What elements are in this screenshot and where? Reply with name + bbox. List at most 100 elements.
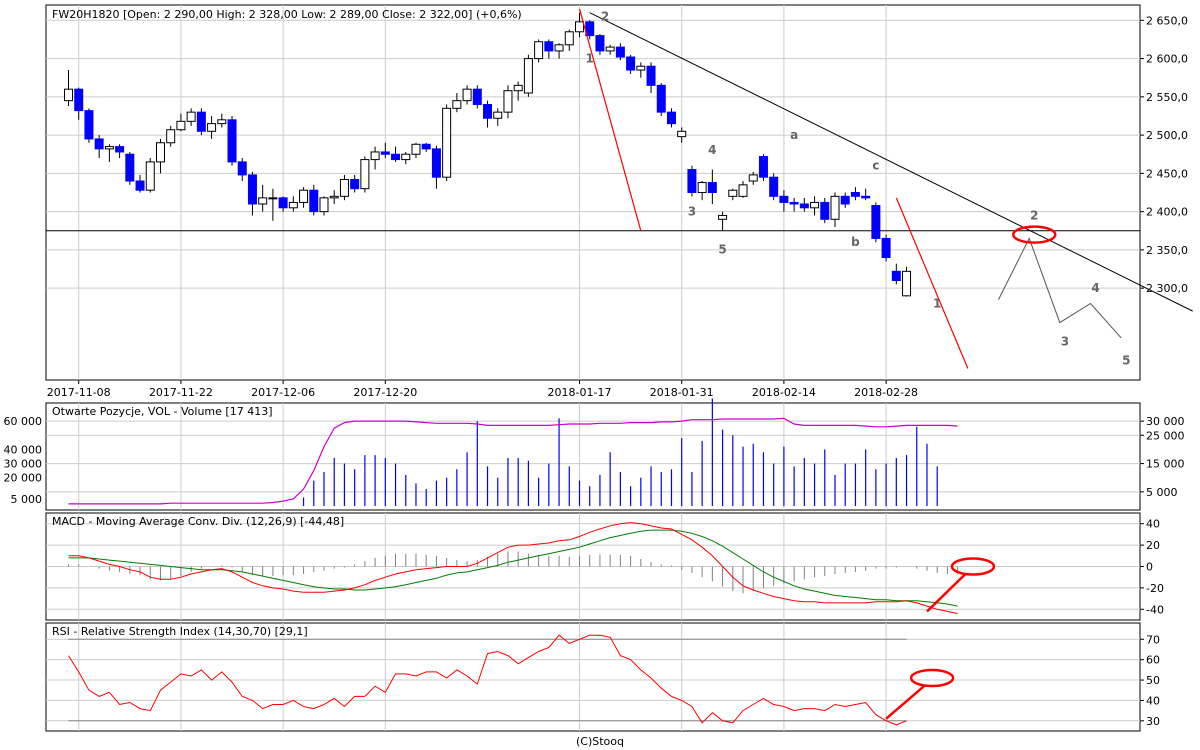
- date-axis-label: 2018-02-28: [854, 386, 918, 399]
- date-axis-label: 2018-01-17: [548, 386, 612, 399]
- rsi-line: [68, 634, 907, 726]
- wave-label: 5: [718, 243, 726, 257]
- price-axis-tick-label: 2 400,0: [1146, 206, 1188, 219]
- candle-up: [718, 214, 728, 220]
- rsi-chart-title: RSI - Relative Strength Index (14,30,70)…: [52, 625, 308, 638]
- candle-up: [299, 189, 309, 203]
- candle-up: [636, 65, 646, 71]
- candle-up: [145, 161, 155, 191]
- rsi-axis-tick-label: 70: [1146, 633, 1160, 646]
- candle-up: [605, 46, 615, 52]
- volume-axis-tick-label: 15 000: [1146, 458, 1185, 471]
- macd-pointer-line: [926, 573, 966, 613]
- wave-line: [895, 197, 969, 369]
- projection-zigzag: [998, 237, 1122, 339]
- candle-down: [421, 143, 431, 150]
- candle-up: [166, 129, 176, 144]
- open-interest-axis-tick-label: 40 000: [4, 443, 43, 456]
- open-interest-axis-tick-label: 20 000: [4, 472, 43, 485]
- price-circle-marker: [1012, 225, 1057, 244]
- candle-down: [626, 56, 636, 71]
- wave-label: 1: [586, 51, 594, 65]
- resistance-trendline: [589, 12, 1193, 312]
- date-axis-label: 2018-01-31: [650, 386, 714, 399]
- volume-axis-tick-label: 25 000: [1146, 429, 1185, 442]
- candle-up: [902, 270, 912, 297]
- candle-up: [503, 90, 513, 113]
- candle-down: [84, 110, 94, 140]
- candle-down: [247, 174, 257, 205]
- wave-label: b: [851, 235, 860, 249]
- candle-up: [810, 201, 820, 209]
- candle-up: [186, 111, 196, 122]
- macd-circle-marker: [950, 557, 996, 576]
- macd-axis-tick-label: 20: [1146, 539, 1160, 552]
- wave-line: [578, 8, 642, 231]
- candle-up: [738, 184, 748, 197]
- candle-down: [278, 197, 288, 209]
- wave-label: 2: [1030, 208, 1038, 222]
- candle-down: [472, 88, 482, 105]
- candle-down: [850, 192, 860, 197]
- candle-down: [820, 201, 830, 220]
- macd-chart-title: MACD - Moving Average Conv. Div. (12,26,…: [52, 515, 344, 528]
- rsi-axis-tick-label: 60: [1146, 654, 1160, 667]
- rsi-axis-tick-label: 40: [1146, 694, 1160, 707]
- open-interest-line: [68, 417, 958, 505]
- open-interest-axis-tick-label: 5 000: [11, 493, 43, 506]
- candle-down: [74, 88, 84, 112]
- candle-down: [115, 146, 125, 153]
- candle-down: [666, 111, 676, 125]
- candle-up: [155, 142, 165, 163]
- macd-axis-tick-label: -40: [1146, 603, 1164, 616]
- candle-up: [217, 119, 227, 125]
- wave-label: 2: [601, 9, 609, 23]
- price-axis-tick-label: 2 450,0: [1146, 167, 1188, 180]
- rsi-pointer-line: [885, 685, 925, 720]
- candle-down: [237, 161, 247, 176]
- candle-down: [391, 153, 401, 161]
- candle-up: [288, 201, 298, 209]
- candle-down: [227, 119, 237, 163]
- rsi-circle-marker: [909, 668, 955, 688]
- candle-up: [329, 195, 339, 199]
- candle-up: [360, 159, 370, 190]
- candle-down: [135, 180, 145, 191]
- wave-label: 5: [1122, 354, 1130, 368]
- wave-label: 3: [688, 204, 696, 218]
- candle-up: [748, 174, 758, 182]
- candle-down: [799, 203, 809, 209]
- date-axis-label: 2018-02-14: [752, 386, 816, 399]
- macd-line: [68, 522, 958, 615]
- wave-label: 4: [708, 143, 716, 157]
- rsi-panel: [45, 622, 1141, 732]
- candle-down: [431, 148, 441, 178]
- candle-down: [769, 176, 779, 197]
- candle-up: [411, 143, 421, 155]
- candle-down: [656, 84, 666, 113]
- macd-axis-tick-label: 0: [1146, 561, 1153, 574]
- candle-up: [258, 197, 268, 205]
- candle-up: [493, 111, 503, 119]
- open-interest-axis-tick-label: 30 000: [4, 458, 43, 471]
- date-axis-label: 2017-11-08: [47, 386, 111, 399]
- candle-up: [728, 189, 738, 197]
- volume-axis-tick-label: 30 000: [1146, 415, 1185, 428]
- candle-up: [534, 41, 544, 60]
- candle-up: [401, 153, 411, 161]
- candle-up: [64, 88, 73, 102]
- date-axis-label: 2017-11-22: [149, 386, 213, 399]
- wave-label: 1: [933, 296, 941, 310]
- candle-down: [891, 270, 901, 282]
- price-chart-title: FW20H1820 [Open: 2 290,00 High: 2 328,00…: [52, 8, 522, 21]
- candle-down: [861, 195, 871, 199]
- rsi-axis-tick-label: 50: [1146, 674, 1160, 687]
- candle-down: [881, 237, 891, 259]
- candle-down: [779, 195, 789, 203]
- volume-axis-tick-label: 5 000: [1146, 486, 1178, 499]
- candle-up: [176, 120, 186, 131]
- candle-down: [196, 111, 206, 132]
- candle-down: [871, 205, 881, 239]
- candle-down: [615, 46, 625, 58]
- candle-down: [840, 195, 850, 205]
